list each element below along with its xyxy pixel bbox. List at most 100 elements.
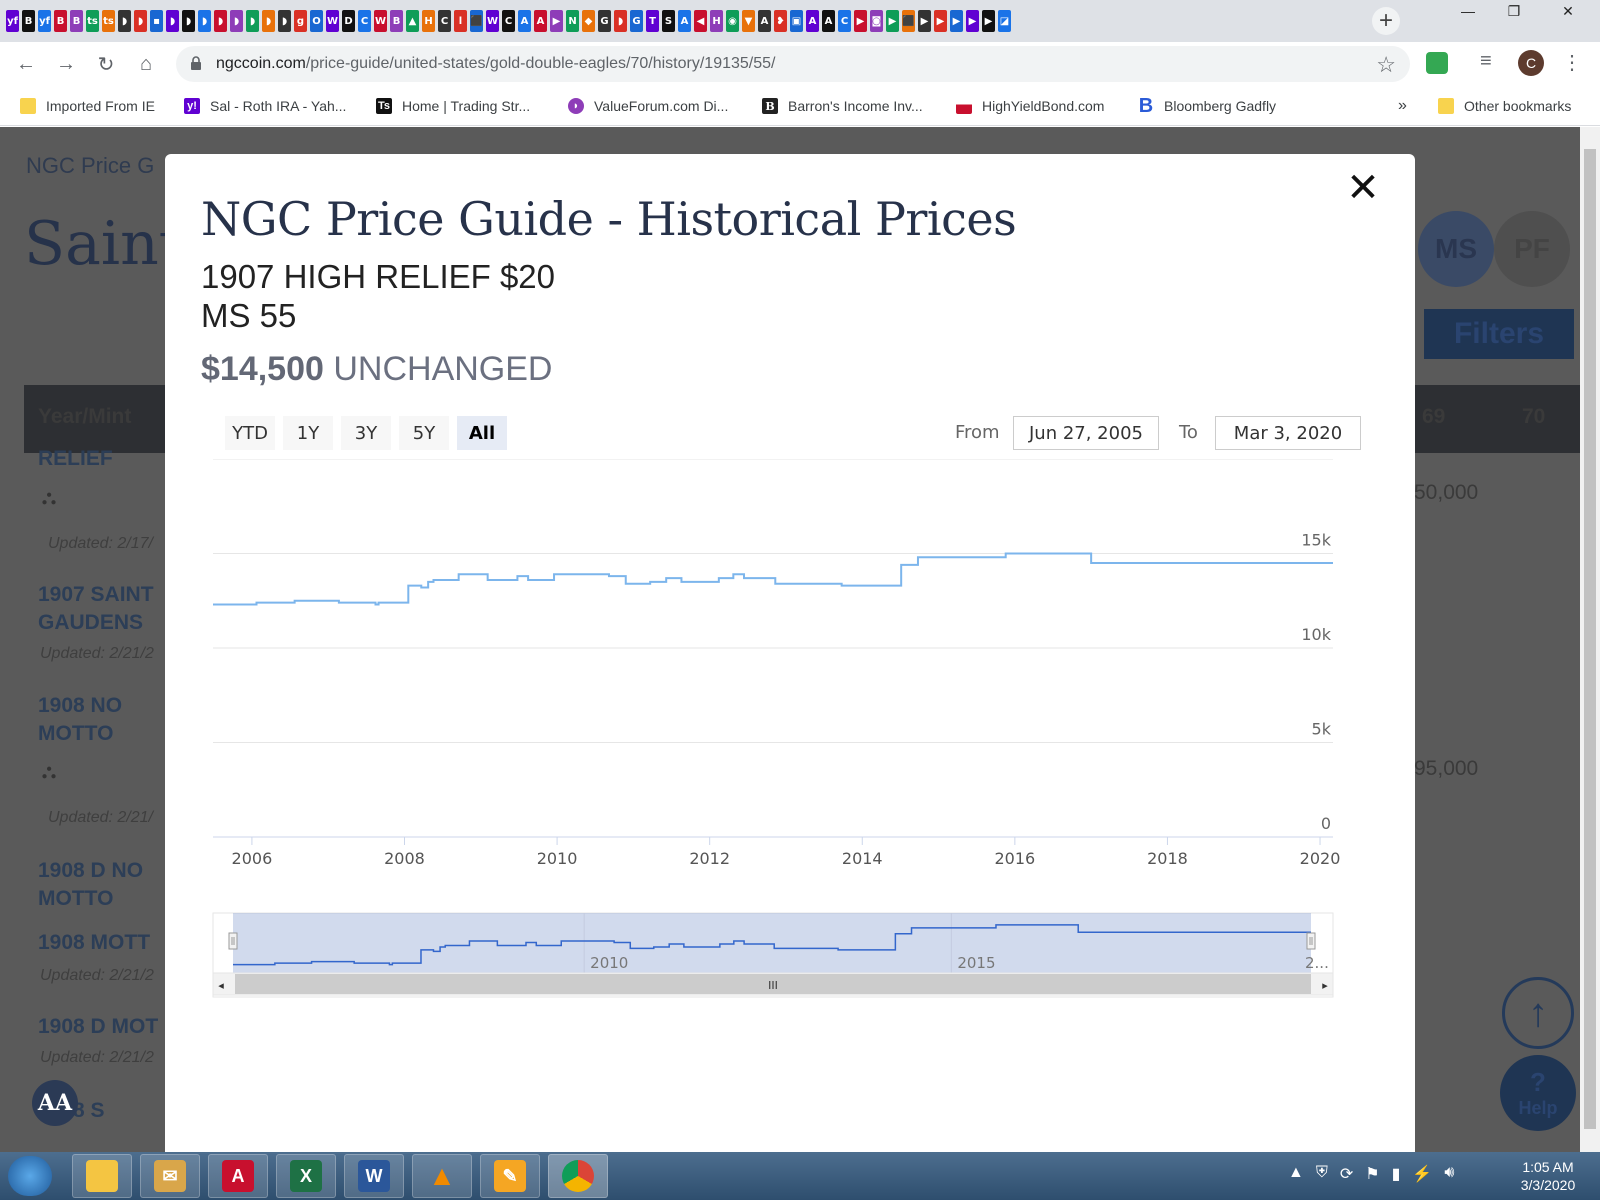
home-icon[interactable]: ⌂	[139, 52, 153, 75]
pinned-tab-favicon[interactable]: C	[438, 10, 451, 32]
pinned-tab-favicon[interactable]: W	[374, 10, 387, 32]
pinned-tab-favicon[interactable]: ▶	[550, 10, 563, 32]
taskbar-excel[interactable]: X	[276, 1154, 336, 1198]
bookmark-imported-from-ie[interactable]: Imported From IE	[20, 95, 155, 117]
pinned-tab-favicon[interactable]: A	[518, 10, 531, 32]
pinned-tab-favicon[interactable]: ts	[86, 10, 99, 32]
pinned-tab-favicon[interactable]: W	[326, 10, 339, 32]
navigator-right-handle[interactable]	[1306, 932, 1316, 950]
back-icon[interactable]: ←	[16, 52, 36, 75]
pinned-tab-favicon[interactable]: S	[662, 10, 675, 32]
filters-button[interactable]: Filters	[1424, 309, 1574, 359]
range-all-button[interactable]: All	[457, 416, 507, 450]
pinned-tab-favicon[interactable]: A	[806, 10, 819, 32]
pinned-tab-favicon[interactable]: ◆	[582, 10, 595, 32]
pinned-tab-favicon[interactable]: G	[598, 10, 611, 32]
taskbar-word[interactable]: W	[344, 1154, 404, 1198]
pinned-tab-favicon[interactable]: O	[310, 10, 323, 32]
pinned-tab-favicon[interactable]: ◗	[118, 10, 131, 32]
pinned-tab-favicon[interactable]: ◗	[278, 10, 291, 32]
forward-icon[interactable]: →	[56, 52, 76, 75]
pinned-tab-favicon[interactable]: H	[422, 10, 435, 32]
defender-icon[interactable]: ⛨	[1315, 1164, 1328, 1181]
pinned-tab-favicon[interactable]: ◉	[726, 10, 739, 32]
pinned-tab-favicon[interactable]: D	[342, 10, 355, 32]
pinned-tab-favicon[interactable]: yf	[6, 10, 19, 32]
volume-icon[interactable]: 🔊︎	[1444, 1164, 1455, 1181]
pinned-tab-favicon[interactable]: ▶	[966, 10, 979, 32]
table-row[interactable]: 1908 MOTT	[38, 931, 151, 954]
signal-icon[interactable]: ▮	[1391, 1166, 1401, 1183]
pinned-tab-favicon[interactable]: ◪	[998, 10, 1011, 32]
taskbar-vlc[interactable]: ▲	[412, 1154, 472, 1198]
profile-avatar[interactable]: C	[1518, 50, 1544, 76]
range-1y-button[interactable]: 1Y	[283, 416, 333, 450]
pinned-tab-favicon[interactable]: B	[22, 10, 35, 32]
range-ytd-button[interactable]: YTD	[225, 416, 275, 450]
bookmark-highyieldbond[interactable]: HighYieldBond.com	[956, 95, 1104, 117]
close-window-button[interactable]: ✕	[1562, 2, 1574, 19]
pinned-tab-favicon[interactable]: ◀	[694, 10, 707, 32]
from-date-input[interactable]: Jun 27, 2005	[1013, 416, 1159, 450]
grade-toggle-ms[interactable]: MS	[1418, 211, 1494, 287]
pinned-tab-favicon[interactable]: ◗	[166, 10, 179, 32]
bookmark-trading-stocks[interactable]: Ts Home | Trading Str...	[376, 98, 531, 114]
pinned-tab-favicon[interactable]: ◗	[246, 10, 259, 32]
reload-icon[interactable]: ↻	[97, 53, 115, 76]
table-row[interactable]: 1908 D MOT	[38, 1015, 159, 1038]
taskbar-chrome[interactable]	[548, 1154, 608, 1198]
pinned-tab-favicon[interactable]: C	[838, 10, 851, 32]
grade-toggle-pf[interactable]: PF	[1494, 211, 1570, 287]
network-icon[interactable]: ⚡	[1412, 1166, 1433, 1183]
pinned-tab-favicon[interactable]: C	[502, 10, 515, 32]
address-bar[interactable]: ngccoin.com/price-guide/united-states/go…	[176, 46, 1410, 82]
pinned-tab-favicon[interactable]: ▼	[742, 10, 755, 32]
pinned-tab-favicon[interactable]: ▶	[918, 10, 931, 32]
pinned-tab-favicon[interactable]: ⬛	[902, 10, 915, 32]
pinned-tab-favicon[interactable]: ▶	[950, 10, 963, 32]
pinned-tab-favicon[interactable]: ▪	[150, 10, 163, 32]
menu-kebab-icon[interactable]: ⋮	[1562, 52, 1582, 74]
table-row[interactable]: 1908 D NO MOTTO	[38, 859, 144, 910]
pinned-tab-favicon[interactable]: ▶	[886, 10, 899, 32]
taskbar-file-explorer[interactable]	[72, 1154, 132, 1198]
pinned-tab-favicon[interactable]: ▶	[982, 10, 995, 32]
table-row[interactable]: 1908 NO MOTTO	[38, 694, 123, 745]
pinned-tab-favicon[interactable]: ◗	[198, 10, 211, 32]
restore-button[interactable]: ❐	[1507, 2, 1521, 19]
pinned-tab-favicon[interactable]: g	[294, 10, 307, 32]
bookmark-roth-ira[interactable]: y! Sal - Roth IRA - Yah...	[184, 95, 346, 117]
pinned-tab-favicon[interactable]: W	[486, 10, 499, 32]
taskbar-outlook[interactable]: ✉	[140, 1154, 200, 1198]
sync-icon[interactable]: ⟳	[1339, 1166, 1354, 1183]
pinned-tab-favicon[interactable]: ▶	[934, 10, 947, 32]
navigator-selection[interactable]	[233, 913, 1311, 973]
pinned-tab-favicon[interactable]: A	[822, 10, 835, 32]
start-button[interactable]	[8, 1156, 52, 1196]
pinned-tab-favicon[interactable]: ◗	[230, 10, 243, 32]
page-scrollbar[interactable]	[1580, 127, 1600, 1152]
pinned-tab-favicon[interactable]: ◗	[214, 10, 227, 32]
pinned-tab-favicon[interactable]: A	[678, 10, 691, 32]
pinned-tab-favicon[interactable]: ▶	[854, 10, 867, 32]
taskbar-acrobat[interactable]: A	[208, 1154, 268, 1198]
pinned-tab-favicon[interactable]: ◗	[182, 10, 195, 32]
pinned-tab-favicon[interactable]: yf	[38, 10, 51, 32]
pinned-tab-favicon[interactable]: G	[630, 10, 643, 32]
pinned-tab-favicon[interactable]: ◗	[262, 10, 275, 32]
pinned-tab-favicon[interactable]: l	[454, 10, 467, 32]
pinned-tab-favicon[interactable]: ❥	[774, 10, 787, 32]
table-row[interactable]: 1907 SAINT GAUDENS	[38, 583, 154, 634]
to-date-input[interactable]: Mar 3, 2020	[1215, 416, 1361, 450]
pinned-tab-favicon[interactable]: ◗	[134, 10, 147, 32]
pinned-tab-favicon[interactable]: A	[534, 10, 547, 32]
pinned-tab-favicon[interactable]: ◙	[870, 10, 883, 32]
pinned-tab-favicon[interactable]: ◗	[614, 10, 627, 32]
pinned-tab-favicon[interactable]: B	[70, 10, 83, 32]
pinned-tab-favicon[interactable]: ts	[102, 10, 115, 32]
pinned-tab-favicon[interactable]: ⬛	[470, 10, 483, 32]
tray-expand-icon[interactable]: ▲	[1288, 1164, 1304, 1181]
range-navigator[interactable]: 2010 2015 2... III ◂ ▸	[212, 912, 1334, 998]
minimize-button[interactable]: —	[1461, 3, 1475, 19]
